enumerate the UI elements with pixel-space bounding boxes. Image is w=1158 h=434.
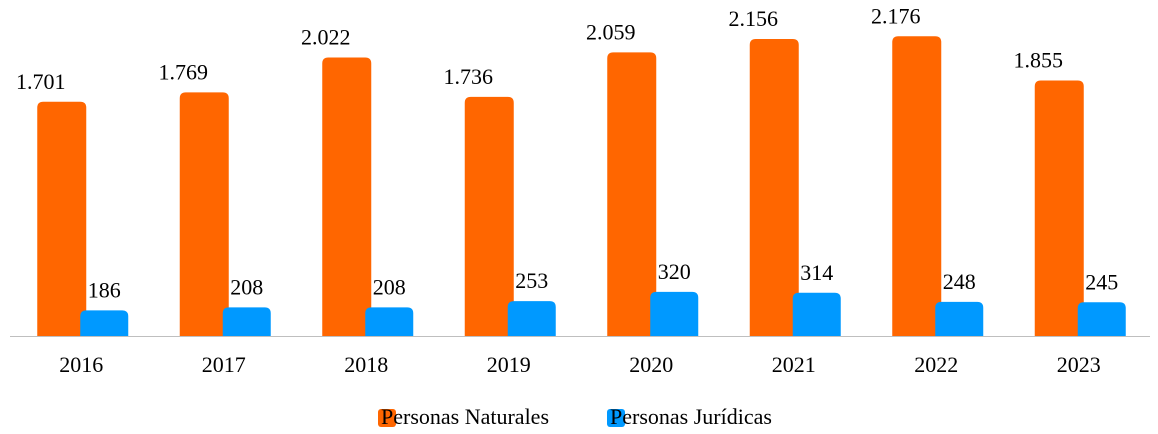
bar (892, 36, 942, 337)
data-label: 253 (515, 268, 548, 293)
data-label: 186 (88, 277, 121, 302)
data-label: 320 (658, 259, 691, 284)
data-label: 1.701 (16, 69, 66, 94)
bar (37, 101, 87, 336)
bar (650, 291, 699, 336)
bar (80, 310, 129, 336)
legend-swatch (607, 409, 625, 427)
x-tick-label: 2022 (914, 352, 958, 377)
x-tick-label: 2021 (772, 352, 816, 377)
data-label: 1.736 (444, 64, 494, 89)
x-tick-label: 2018 (344, 352, 388, 377)
bar (935, 301, 984, 336)
bar (222, 307, 271, 336)
x-tick-label: 2020 (629, 352, 673, 377)
bar (179, 92, 229, 336)
x-tick-label: 2016 (59, 352, 103, 377)
legend-swatch (378, 409, 396, 427)
bar (607, 52, 657, 336)
legend-label: Personas Jurídicas (610, 404, 772, 429)
legend-label: Personas Naturales (381, 404, 549, 429)
data-label: 208 (230, 274, 263, 299)
data-label: 2.176 (871, 3, 921, 28)
data-label: 2.022 (301, 25, 351, 50)
bar (507, 301, 556, 336)
x-tick-label: 2019 (487, 352, 531, 377)
data-label: 314 (800, 260, 833, 285)
data-label: 1.855 (1014, 48, 1064, 73)
data-label: 2.059 (586, 19, 636, 44)
bar (365, 307, 414, 336)
bar (749, 39, 799, 337)
x-tick-label: 2017 (202, 352, 246, 377)
data-label: 248 (943, 269, 976, 294)
data-label: 245 (1085, 269, 1118, 294)
bar (464, 96, 514, 336)
bar (1034, 80, 1084, 337)
bar (322, 57, 372, 337)
data-label: 208 (373, 274, 406, 299)
data-label: 2.156 (729, 6, 779, 31)
data-label: 1.769 (159, 59, 209, 84)
bar (792, 292, 841, 336)
bar (1077, 302, 1126, 336)
x-tick-label: 2023 (1057, 352, 1101, 377)
